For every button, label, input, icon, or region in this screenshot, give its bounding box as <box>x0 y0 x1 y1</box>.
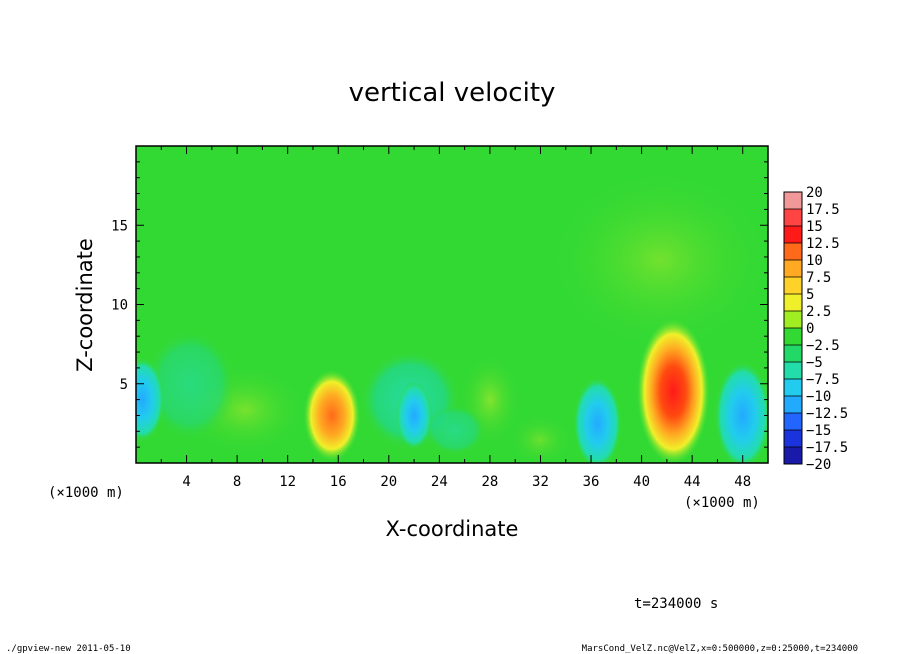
x-axis-unit: (×1000 m) <box>684 495 760 511</box>
x-tick-label: 28 <box>481 474 498 490</box>
colorbar-label: 7.5 <box>806 270 831 286</box>
colorbar-label: −2.5 <box>806 338 840 354</box>
y-axis-label: Z-coordinate <box>73 238 97 372</box>
colorbar-swatch <box>784 379 802 397</box>
colorbar-swatch <box>784 226 802 244</box>
y-tick-label: 15 <box>111 218 128 234</box>
colorbar-label: −5 <box>806 355 823 371</box>
weak-updraft-region <box>550 170 768 350</box>
y-tick-label: 10 <box>111 298 128 314</box>
x-tick-label: 32 <box>532 474 549 490</box>
colorbar-label: −12.5 <box>806 406 848 422</box>
colorbar-label: 20 <box>806 185 823 201</box>
colorbar-label: 2.5 <box>806 304 831 320</box>
x-axis-label: X-coordinate <box>386 517 519 541</box>
x-tick-label: 24 <box>431 474 448 490</box>
colorbar-swatch <box>784 260 802 278</box>
colorbar-swatch <box>784 294 802 312</box>
colorbar-swatch <box>784 345 802 363</box>
chart-title: vertical velocity <box>349 78 556 108</box>
x-tick-label: 4 <box>182 474 190 490</box>
x-tick-label: 48 <box>734 474 751 490</box>
y-axis-unit: (×1000 m) <box>48 485 124 501</box>
colorbar-swatch <box>784 430 802 448</box>
footer-right: MarsCond_VelZ.nc@VelZ,x=0:500000,z=0:250… <box>582 644 858 654</box>
colorbar: 2017.51512.5107.552.50−2.5−5−7.5−10−12.5… <box>783 185 848 473</box>
downdraft-core-3 <box>714 361 768 463</box>
colorbar-label: −15 <box>806 423 831 439</box>
colorbar-swatch <box>784 277 802 295</box>
colorbar-swatch <box>784 243 802 261</box>
downdraft-core-2 <box>573 377 622 463</box>
time-label: t=234000 s <box>634 596 718 612</box>
x-tick-label: 8 <box>233 474 241 490</box>
colorbar-label: 5 <box>806 287 814 303</box>
colorbar-swatch <box>784 192 802 210</box>
colorbar-swatch <box>784 396 802 414</box>
y-tick-label: 5 <box>120 377 128 393</box>
weak-updraft-region <box>510 415 570 463</box>
colorbar-label: −17.5 <box>806 440 848 456</box>
updraft-core-1 <box>637 319 710 463</box>
footer-left: ./gpview-new 2011-05-10 <box>6 644 131 654</box>
colorbar-label: 0 <box>806 321 814 337</box>
colorbar-swatch <box>784 413 802 431</box>
colorbar-label: −20 <box>806 457 831 473</box>
colorbar-swatch <box>784 209 802 227</box>
x-tick-label: 44 <box>684 474 701 490</box>
x-tick-label: 16 <box>330 474 347 490</box>
downdraft-core-5 <box>396 381 433 450</box>
colorbar-label: 15 <box>806 219 823 235</box>
feature-layer <box>136 319 768 463</box>
colorbar-swatch <box>784 311 802 329</box>
colorbar-label: 17.5 <box>806 202 840 218</box>
downdraft-core-4 <box>136 357 165 442</box>
velocity-field <box>145 170 768 463</box>
y-axis-ticks: 5 10 15 <box>111 161 768 448</box>
x-tick-label: 12 <box>279 474 296 490</box>
x-tick-label: 20 <box>380 474 397 490</box>
colorbar-swatch <box>784 362 802 380</box>
x-tick-label: 40 <box>633 474 650 490</box>
weak-downdraft-region <box>145 330 235 440</box>
updraft-core-0 <box>303 370 360 461</box>
weak-downdraft-region <box>425 405 485 455</box>
colorbar-swatch <box>784 447 802 465</box>
x-tick-label: 36 <box>583 474 600 490</box>
colorbar-swatch <box>784 328 802 346</box>
colorbar-label: 10 <box>806 253 823 269</box>
colorbar-label: −7.5 <box>806 372 840 388</box>
x-axis-ticks: 4 8 12 16 20 24 28 32 36 40 44 48 <box>160 146 751 490</box>
colorbar-label: −10 <box>806 389 831 405</box>
colorbar-label: 12.5 <box>806 236 840 252</box>
